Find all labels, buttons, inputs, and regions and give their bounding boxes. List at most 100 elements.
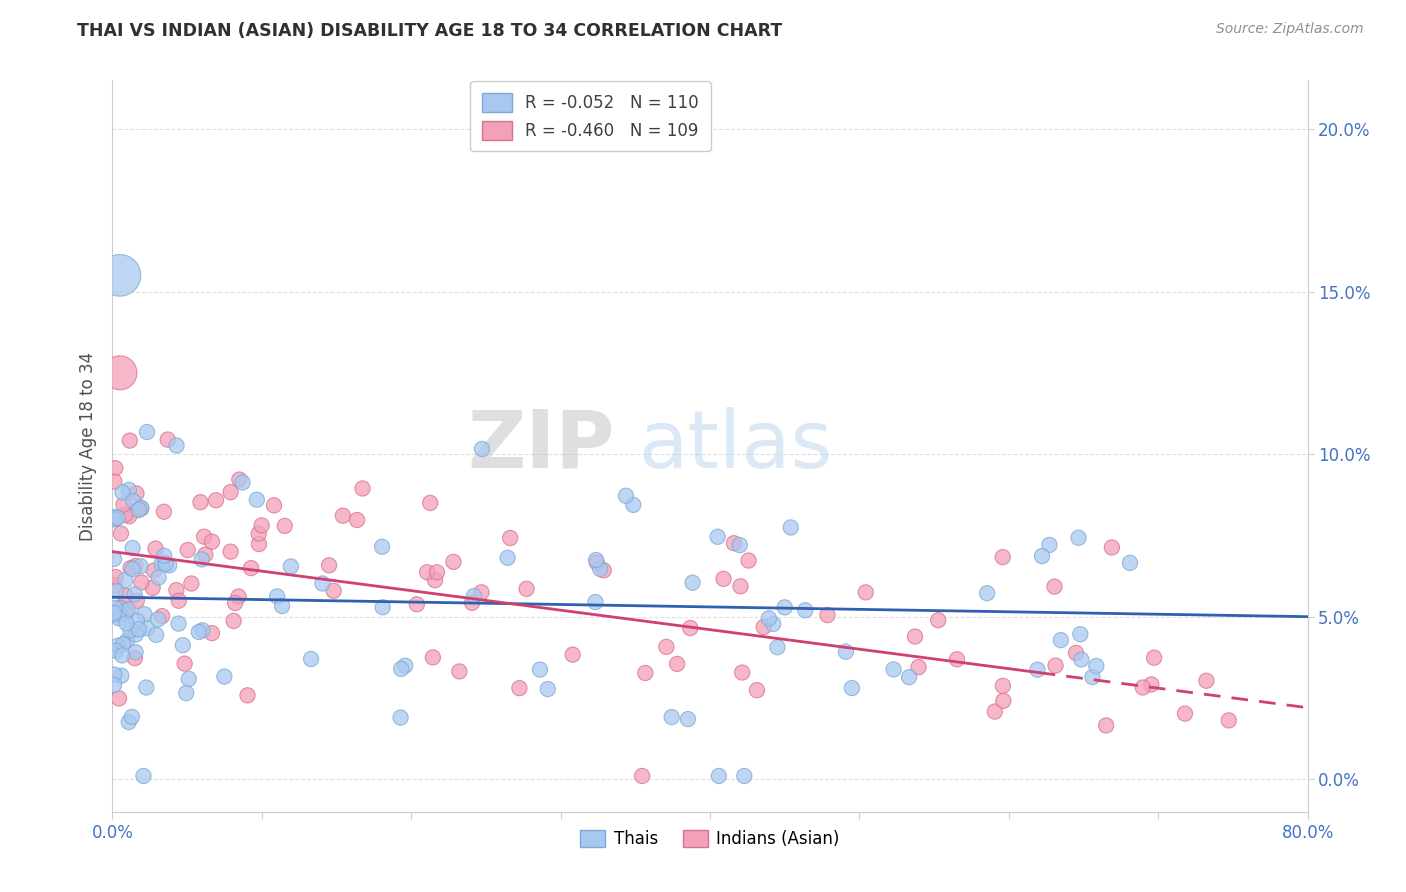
Point [1031, 549, 1053, 563]
Point [103, 606, 125, 620]
Point [228, 473, 250, 487]
Point [103, 552, 125, 566]
Point [103, 475, 125, 489]
Point [121, 710, 143, 724]
Point [443, 555, 465, 569]
Point [529, 663, 551, 677]
Point [135, 681, 157, 695]
Point [201, 626, 224, 640]
Point [222, 614, 245, 628]
Point [752, 620, 775, 634]
Point [318, 558, 340, 573]
Point [110, 669, 132, 683]
Point [991, 679, 1014, 693]
Point [105, 584, 128, 599]
Point [1049, 633, 1071, 648]
Point [631, 769, 654, 783]
Point [118, 483, 141, 497]
Point [108, 611, 131, 625]
Point [136, 621, 159, 635]
Point [114, 508, 136, 522]
Point [107, 511, 129, 525]
Point [224, 596, 246, 610]
Point [723, 536, 745, 550]
Point [707, 769, 730, 783]
Point [108, 691, 131, 706]
Point [496, 550, 519, 565]
Point [118, 714, 141, 729]
Point [614, 489, 637, 503]
Point [1174, 706, 1197, 721]
Point [107, 639, 129, 653]
Point [1026, 663, 1049, 677]
Point [737, 553, 759, 567]
Point [110, 526, 132, 541]
Point [758, 611, 780, 625]
Point [352, 482, 374, 496]
Point [145, 541, 167, 556]
Point [117, 603, 139, 617]
Point [150, 609, 173, 624]
Point [621, 498, 644, 512]
Point [108, 366, 131, 380]
Point [104, 570, 127, 584]
Point [1095, 718, 1118, 732]
Text: THAI VS INDIAN (ASIAN) DISABILITY AGE 18 TO 34 CORRELATION CHART: THAI VS INDIAN (ASIAN) DISABILITY AGE 18… [77, 22, 783, 40]
Point [153, 556, 176, 570]
Point [585, 556, 607, 570]
Point [706, 530, 728, 544]
Point [855, 585, 877, 599]
Point [110, 601, 132, 615]
Point [150, 557, 173, 571]
Point [153, 549, 176, 563]
Point [103, 578, 125, 592]
Point [167, 593, 190, 607]
Point [470, 585, 492, 599]
Point [124, 645, 146, 659]
Point [266, 590, 288, 604]
Point [111, 648, 134, 663]
Point [585, 553, 607, 567]
Point [115, 604, 138, 618]
Point [115, 607, 138, 621]
Point [148, 570, 170, 584]
Point [187, 624, 209, 639]
Text: Source: ZipAtlas.com: Source: ZipAtlas.com [1216, 22, 1364, 37]
Point [537, 681, 560, 696]
Point [112, 498, 135, 512]
Point [191, 624, 214, 638]
Point [142, 581, 165, 595]
Point [779, 520, 801, 534]
Point [1067, 531, 1090, 545]
Point [927, 613, 949, 627]
Point [104, 510, 127, 524]
Point [112, 637, 135, 651]
Point [1195, 673, 1218, 688]
Point [174, 686, 197, 700]
Point [679, 621, 702, 635]
Point [666, 657, 689, 671]
Point [125, 594, 148, 608]
Point [984, 705, 1007, 719]
Point [153, 505, 176, 519]
Point [190, 552, 212, 566]
Point [214, 669, 236, 683]
Point [136, 425, 159, 439]
Point [155, 557, 177, 571]
Point [271, 599, 294, 613]
Point [219, 485, 242, 500]
Point [247, 537, 270, 551]
Point [731, 665, 754, 680]
Point [104, 512, 127, 526]
Point [145, 628, 167, 642]
Point [976, 586, 998, 600]
Point [449, 665, 471, 679]
Point [426, 566, 449, 580]
Point [416, 566, 439, 580]
Point [389, 710, 412, 724]
Point [730, 579, 752, 593]
Point [121, 562, 143, 576]
Point [516, 582, 538, 596]
Point [231, 475, 253, 490]
Point [766, 640, 789, 655]
